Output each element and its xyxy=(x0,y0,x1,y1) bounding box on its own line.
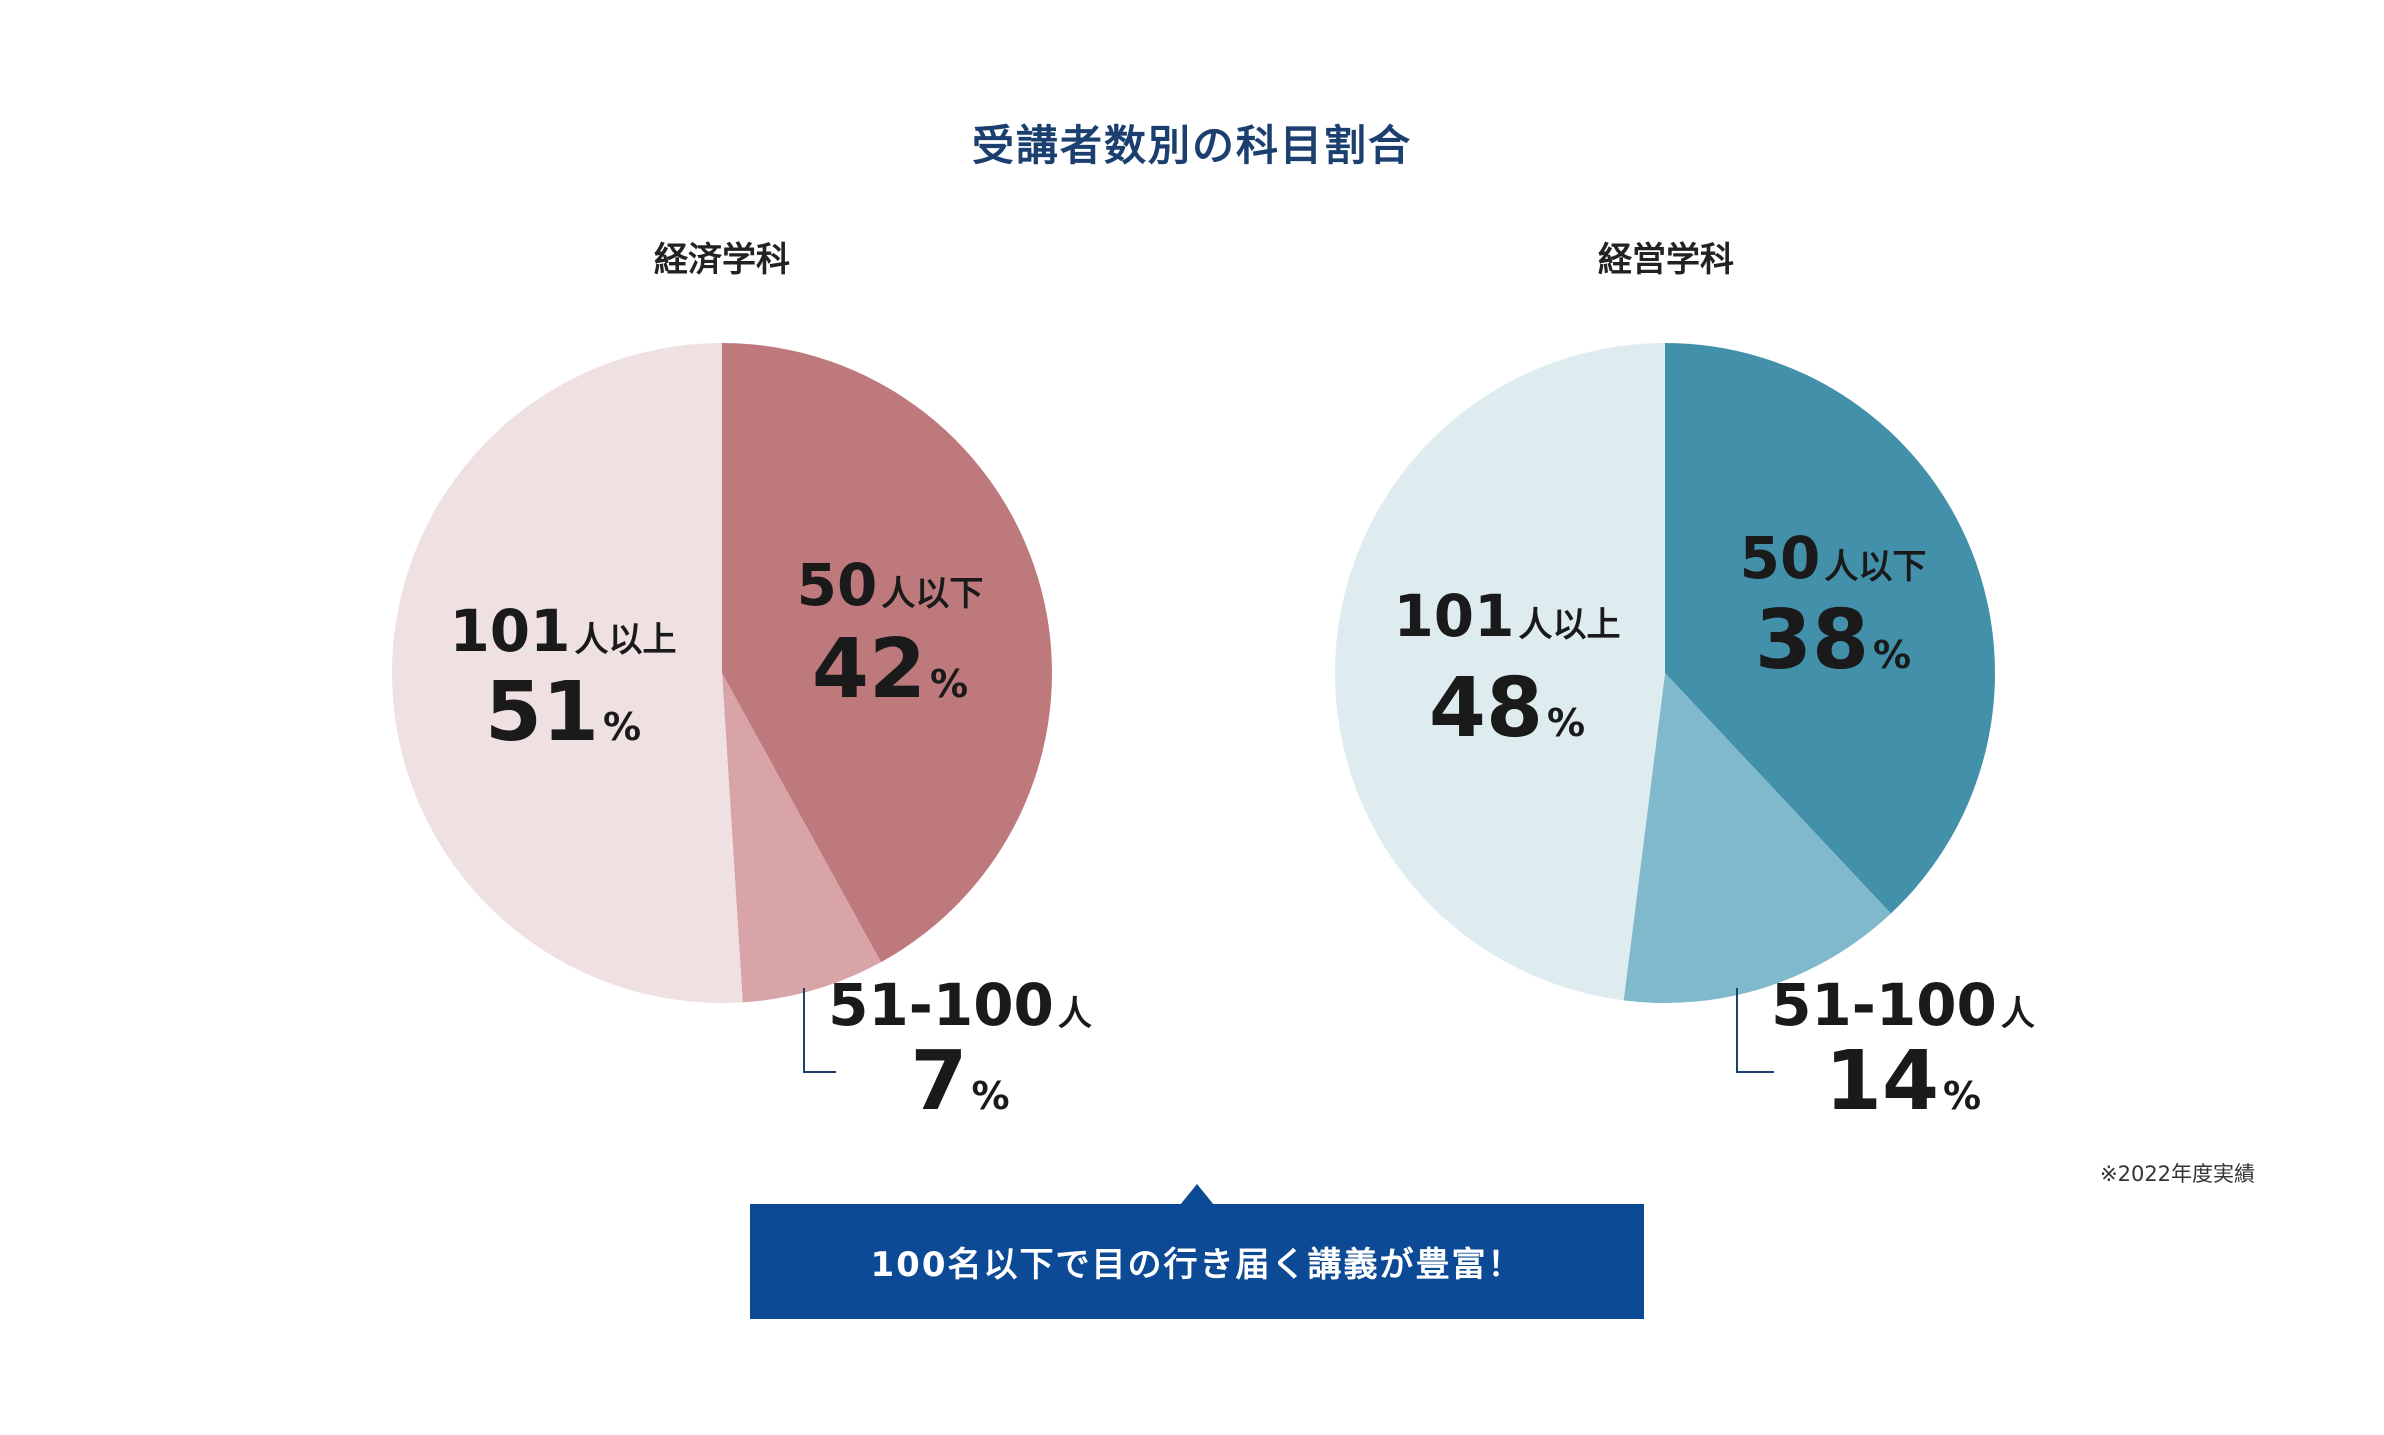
slice-percent: 51% xyxy=(485,665,641,760)
footnote: ※2022年度実績 xyxy=(2100,1162,2256,1186)
slice-percent: 48% xyxy=(1429,661,1585,756)
slice-percent: 14% xyxy=(1825,1034,1981,1129)
slice-label: 101 人以上 xyxy=(449,597,676,665)
pie-slice xyxy=(1665,343,1995,914)
slice-label: 101 人以上 xyxy=(1393,582,1620,650)
pie-slice xyxy=(1623,673,1891,1003)
leader-line xyxy=(1736,988,1774,1073)
slice-percent: 38% xyxy=(1755,593,1911,688)
callout-pointer xyxy=(1180,1184,1214,1205)
slice-label: 50 人以下 xyxy=(1740,524,1927,592)
pie-title-management: 経営学科 xyxy=(1598,240,1734,280)
pie-slice xyxy=(391,343,743,1004)
pie-title-economics: 経済学科 xyxy=(654,240,790,280)
pie-slice xyxy=(1335,343,1665,1001)
pie-slice xyxy=(722,343,1052,963)
slice-label: 51-100 人 xyxy=(828,971,1092,1039)
page-title: 受講者数別の科目割合 xyxy=(971,121,1412,170)
callout-banner: 100名以下で目の行き届く講義が豊富！ xyxy=(750,1204,1644,1319)
slice-label: 51-100 人 xyxy=(1771,971,2035,1039)
slice-label: 50 人以下 xyxy=(797,551,984,619)
leader-line xyxy=(803,988,836,1073)
slice-percent: 42% xyxy=(812,622,968,717)
pie-slice xyxy=(722,673,881,1003)
slice-percent: 7% xyxy=(910,1034,1009,1129)
